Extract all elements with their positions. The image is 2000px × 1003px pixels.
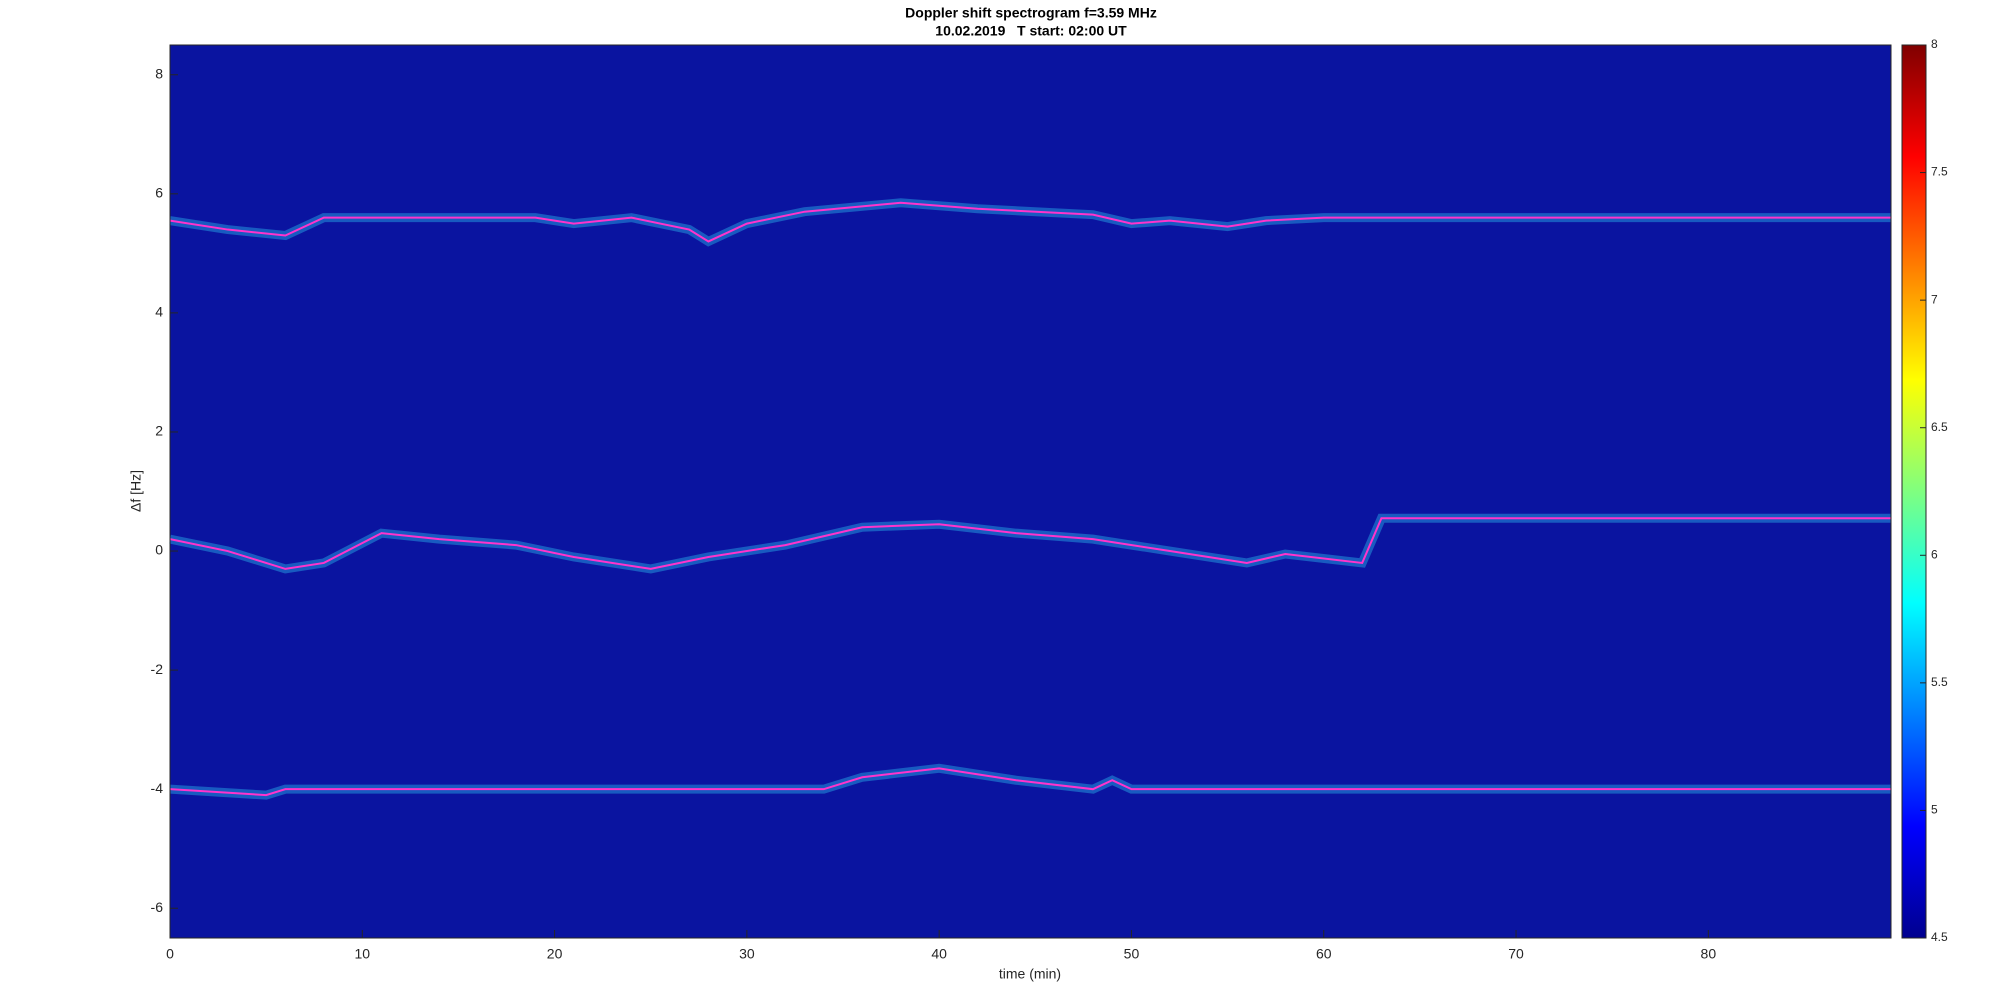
trace-line (169, 767, 1891, 797)
colorbar-tick-label: 6.5 (1931, 420, 1948, 434)
y-tick-label: 8 (155, 65, 163, 81)
colorbar (1901, 44, 1927, 939)
y-axis-label: Δf [Hz] (128, 470, 144, 512)
chart-subtitle: 10.02.2019 T start: 02:00 UT (935, 23, 1127, 39)
trace-line (169, 517, 1891, 570)
x-tick-label: 50 (1124, 946, 1140, 962)
x-tick-label: 40 (931, 946, 947, 962)
x-tick-label: 10 (355, 946, 371, 962)
x-tick-label: 0 (166, 946, 174, 962)
y-tick-label: -6 (151, 899, 164, 915)
chart-title: Doppler shift spectrogram f=3.59 MHz (905, 5, 1157, 21)
y-tick-label: -2 (151, 661, 164, 677)
x-tick-label: 80 (1701, 946, 1717, 962)
x-axis-label: time (min) (999, 966, 1061, 982)
colorbar-tick-label: 8 (1931, 37, 1938, 51)
colorbar-tick-label: 4.5 (1931, 930, 1948, 944)
x-tick-label: 70 (1508, 946, 1524, 962)
y-tick-label: 6 (155, 185, 163, 201)
y-tick-label: 2 (155, 423, 163, 439)
plot-frame (169, 44, 1892, 939)
y-tick-label: 0 (155, 542, 163, 558)
colorbar-tick-label: 7.5 (1931, 165, 1948, 179)
colorbar-tick-label: 5 (1931, 803, 1938, 817)
colorbar-tick-label: 6 (1931, 547, 1938, 561)
x-tick-label: 20 (547, 946, 563, 962)
trace-line (169, 201, 1891, 243)
plot-background (170, 45, 1891, 938)
y-tick-label: 4 (155, 304, 163, 320)
x-tick-label: 30 (739, 946, 755, 962)
colorbar-tick-label: 5.5 (1931, 675, 1948, 689)
colorbar-tick-label: 7 (1931, 292, 1938, 306)
y-tick-label: -4 (151, 780, 164, 796)
x-tick-label: 60 (1316, 946, 1332, 962)
